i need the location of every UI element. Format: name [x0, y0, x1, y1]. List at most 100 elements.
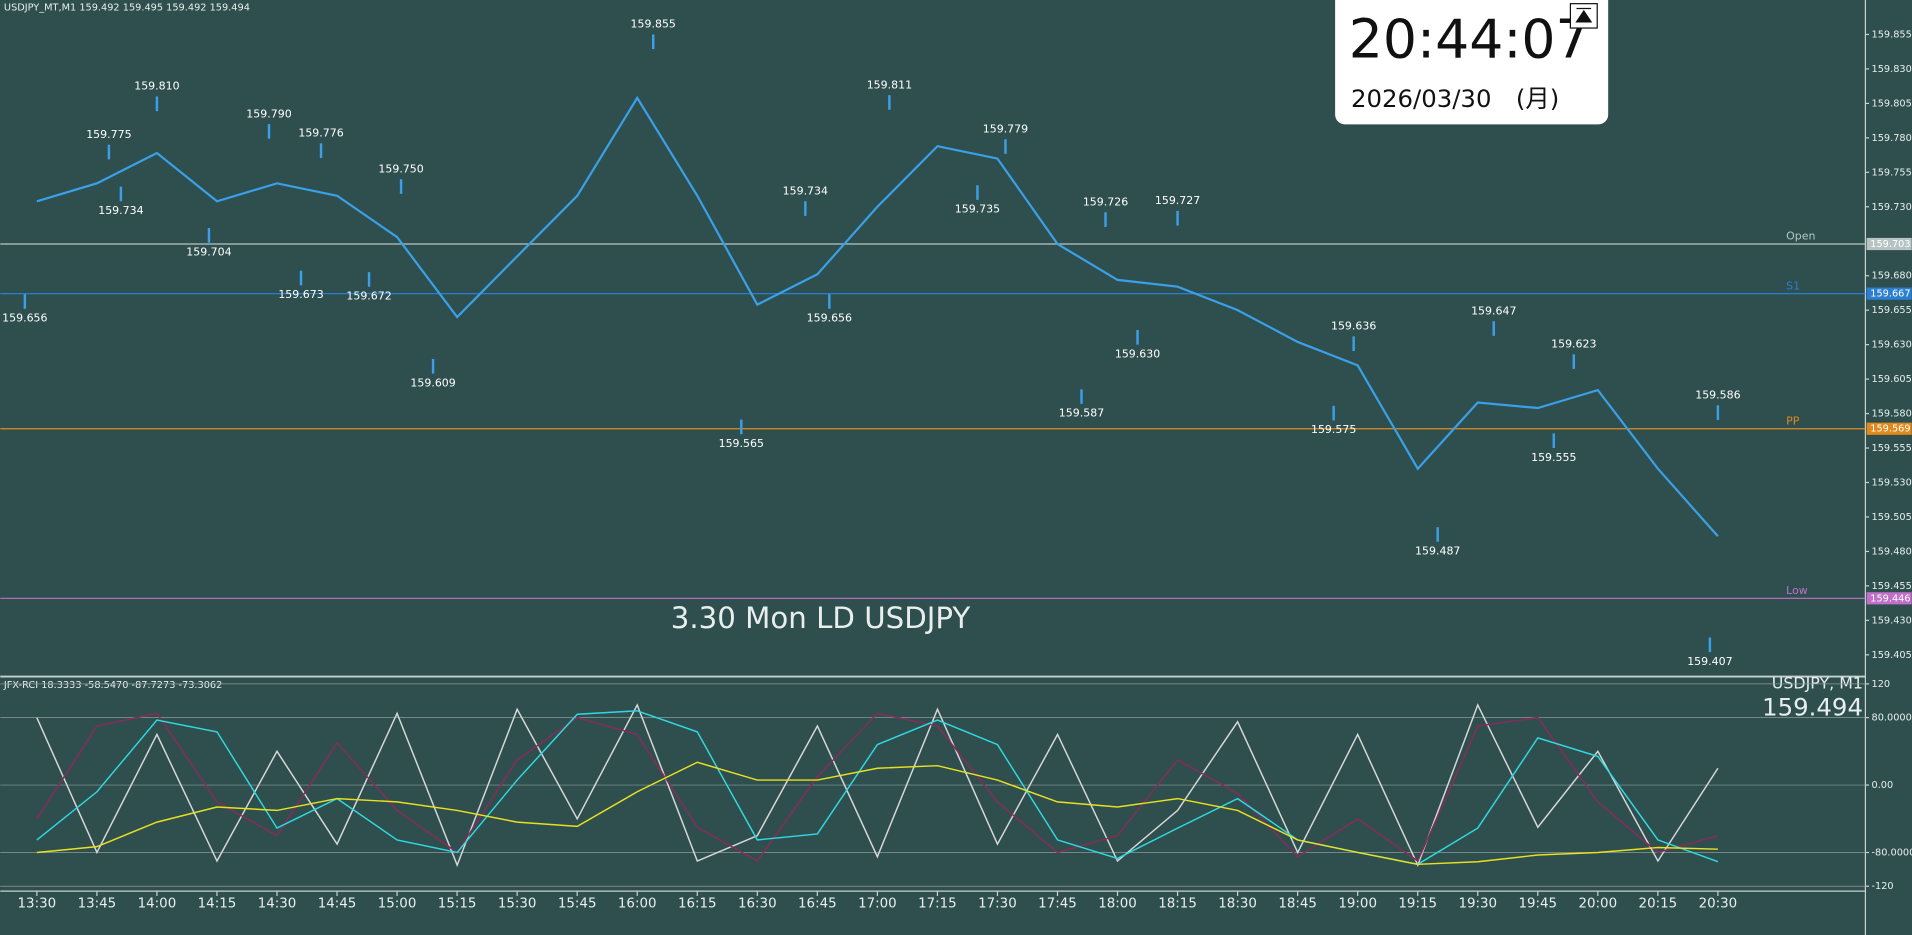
series-line: [36, 761, 1718, 866]
y-tick-label: 80.0000: [1871, 713, 1911, 724]
series-line: [36, 703, 1719, 868]
swing-label: 159.647: [1471, 304, 1516, 317]
swing-label: 159.810: [134, 80, 179, 93]
x-tick-label: 20:15: [1639, 896, 1678, 911]
x-tick-label: 14:00: [138, 896, 177, 911]
swing-label: 159.575: [1311, 423, 1356, 436]
x-tick-label: 16:15: [678, 896, 717, 911]
y-tick-label: 159.655: [1871, 305, 1911, 316]
level-box: [1866, 287, 1912, 300]
y-tick-label: 159.855: [1871, 29, 1911, 40]
clock-box: 20:44:07 2026/03/30 (月): [1335, 0, 1609, 125]
y-tick-label: 159.680: [1871, 271, 1911, 282]
y-tick-label: 0.00: [1871, 780, 1893, 791]
level-box: [1866, 422, 1912, 435]
x-tick-label: 15:30: [498, 896, 537, 911]
level-name: PP: [1786, 414, 1800, 427]
x-tick-label: 17:00: [858, 896, 897, 911]
level-name: Low: [1786, 584, 1808, 597]
y-tick-label: -120: [1871, 881, 1893, 892]
x-tick-label: 17:15: [918, 896, 957, 911]
x-tick-label: 20:00: [1579, 896, 1618, 911]
annotation: 3.30 Mon LD USDJPY: [671, 601, 971, 635]
x-tick-label: 19:00: [1338, 896, 1377, 911]
y-tick-label: 159.780: [1871, 133, 1911, 144]
level-value: 159.703: [1870, 239, 1910, 250]
swing-label: 159.726: [1083, 196, 1128, 209]
x-tick-label: 18:15: [1158, 896, 1197, 911]
swing-label: 159.656: [807, 312, 852, 325]
series-line: [36, 710, 1719, 866]
level-value: 159.667: [1870, 289, 1910, 300]
swing-label: 159.487: [1415, 545, 1460, 558]
x-tick-label: 15:00: [378, 896, 417, 911]
series-line: [36, 95, 1719, 537]
series-line: [36, 712, 1719, 863]
swing-label: 159.776: [298, 127, 343, 140]
swing-label: 159.586: [1695, 389, 1740, 402]
swing-label: 159.750: [378, 162, 423, 175]
swing-label: 159.790: [246, 107, 291, 120]
swing-label: 159.636: [1331, 320, 1376, 333]
swing-label: 159.672: [346, 289, 391, 302]
x-tick-label: 18:00: [1098, 896, 1137, 911]
swing-label: 159.555: [1531, 451, 1576, 464]
swing-label: 159.855: [631, 18, 676, 31]
clock-date: 2026/03/30 (月): [1351, 84, 1559, 113]
level-name: Open: [1786, 230, 1815, 243]
clock-icon: [1575, 7, 1593, 23]
x-tick-label: 16:00: [618, 896, 657, 911]
swing-label: 159.704: [186, 245, 231, 258]
swing-label: 159.656: [2, 312, 47, 325]
x-tick-label: 16:30: [738, 896, 777, 911]
clock-panel: [1335, 0, 1609, 125]
swing-label: 159.565: [719, 437, 764, 450]
y-tick-label: 159.505: [1871, 512, 1911, 523]
x-tick-label: 18:45: [1278, 896, 1317, 911]
swing-label: 159.734: [783, 185, 828, 198]
y-tick-label: 159.555: [1871, 443, 1911, 454]
y-tick-label: 159.830: [1871, 64, 1911, 75]
y-tick-label: 159.605: [1871, 374, 1911, 385]
y-tick-label: 159.630: [1871, 340, 1911, 351]
y-tick-label: 120: [1871, 679, 1890, 690]
x-tick-label: 13:45: [78, 896, 117, 911]
y-tick-label: 159.755: [1871, 167, 1911, 178]
y-tick-label: 159.530: [1871, 478, 1911, 489]
x-tick-label: 19:15: [1398, 896, 1437, 911]
level-value: 159.446: [1870, 593, 1910, 604]
y-tick-label: 159.430: [1871, 615, 1911, 626]
y-tick-label: 159.455: [1871, 581, 1911, 592]
swing-label: 159.609: [410, 376, 455, 389]
x-tick-label: 17:45: [1038, 896, 1077, 911]
x-tick-label: 16:45: [798, 896, 837, 911]
y-tick-label: 159.480: [1871, 546, 1911, 557]
swing-label: 159.779: [983, 122, 1028, 135]
level-value: 159.569: [1870, 424, 1910, 435]
level-box: [1866, 592, 1912, 605]
swing-label: 159.407: [1687, 655, 1732, 668]
x-tick-label: 15:15: [438, 896, 477, 911]
y-tick-label: 159.730: [1871, 202, 1911, 213]
rci-title: JFX-RCI 18.3333 -58.5470 -87.7273 -73.30…: [3, 680, 222, 691]
swing-label: 159.587: [1059, 407, 1104, 420]
x-tick-label: 20:30: [1699, 896, 1738, 911]
swing-label: 159.727: [1155, 194, 1200, 207]
x-tick-label: 14:45: [318, 896, 357, 911]
x-tick-label: 15:45: [558, 896, 597, 911]
y-tick-label: -80.0000: [1871, 848, 1912, 859]
y-tick-label: 159.805: [1871, 98, 1911, 109]
level-box: [1866, 237, 1912, 251]
swing-label: 159.775: [86, 128, 131, 141]
swing-label: 159.735: [955, 203, 1000, 216]
swing-label: 159.811: [867, 78, 912, 91]
x-tick-label: 17:30: [978, 896, 1017, 911]
x-tick-label: 19:45: [1518, 896, 1557, 911]
swing-label: 159.630: [1115, 347, 1160, 360]
x-tick-label: 13:30: [18, 896, 57, 911]
symbol-label: USDJPY, M1: [1772, 673, 1863, 692]
last-price: 159.494: [1762, 692, 1863, 721]
